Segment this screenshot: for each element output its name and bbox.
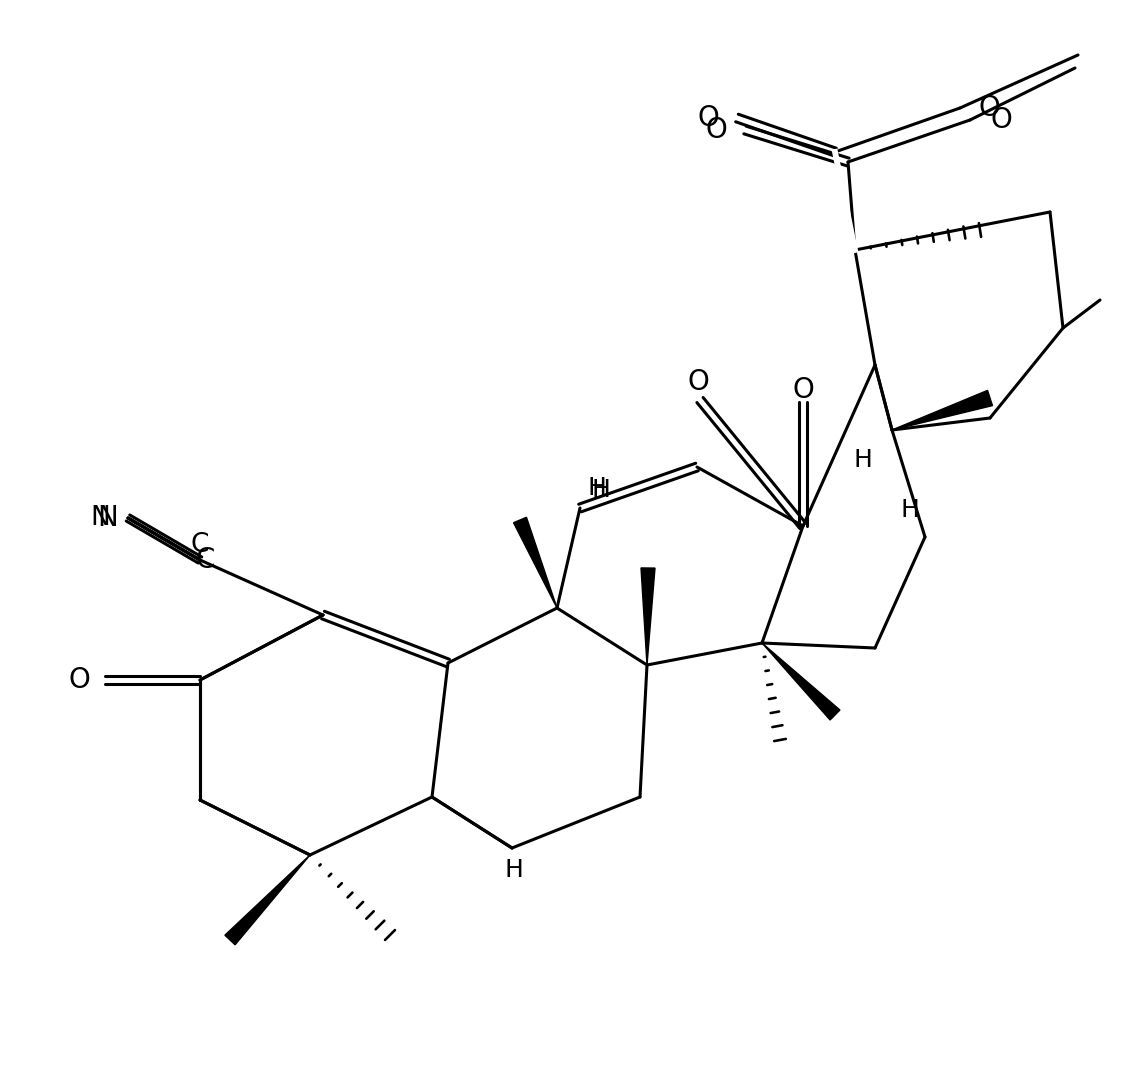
Text: H: H [901, 498, 920, 522]
Polygon shape [513, 517, 557, 608]
Text: H: H [853, 447, 872, 472]
Text: N: N [90, 505, 110, 531]
Text: H: H [505, 858, 523, 882]
Text: H: H [592, 478, 611, 502]
Text: O: O [990, 106, 1011, 134]
Text: O: O [792, 376, 814, 404]
Text: N: N [97, 504, 118, 532]
Polygon shape [762, 643, 840, 720]
Polygon shape [892, 391, 992, 430]
Text: O: O [977, 94, 1000, 122]
Polygon shape [225, 855, 310, 945]
Text: C: C [191, 532, 209, 557]
Text: H: H [588, 476, 607, 500]
Text: O: O [68, 666, 90, 694]
Text: C: C [195, 546, 215, 574]
Text: O: O [705, 116, 727, 144]
Text: O: O [687, 368, 709, 396]
Text: O: O [697, 104, 719, 132]
Polygon shape [641, 568, 655, 665]
